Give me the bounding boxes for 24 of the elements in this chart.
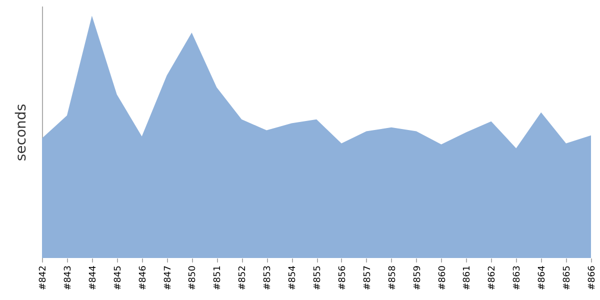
x-tick-label: #865 [562,266,573,290]
x-tick-label: #857 [362,266,373,290]
x-tick-label: #844 [88,265,98,290]
x-tick-label: #843 [63,266,74,290]
x-tick-label: #850 [188,265,198,290]
x-tick-label: #858 [388,265,398,290]
x-tick-label: #846 [138,265,148,290]
x-tick-label: #866 [588,265,598,290]
y-axis-title: seconds [14,104,30,162]
x-tick-label: #856 [338,265,348,290]
x-tick-label: #847 [163,266,174,290]
x-tick-label: #861 [462,266,473,290]
x-tick-label: #852 [238,266,248,290]
x-tick-label: #853 [263,266,274,290]
x-tick-label: #845 [113,266,124,290]
x-tick-label: #851 [213,266,224,290]
x-tick-label: #863 [512,266,523,290]
x-tick-label: #862 [488,266,498,290]
x-tick-label: #859 [412,265,423,290]
x-tick-label: #855 [313,266,323,290]
x-tick-label: #860 [438,265,448,290]
x-tick-label: #864 [538,265,548,290]
x-tick-label: #854 [288,265,298,290]
x-tick-label: #842 [38,266,48,290]
